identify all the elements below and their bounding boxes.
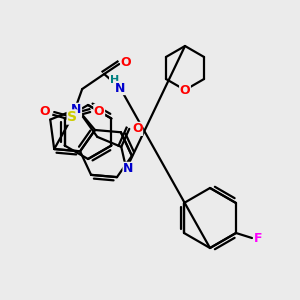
Text: O: O (94, 104, 104, 118)
Text: N: N (123, 162, 134, 176)
Text: H: H (110, 75, 119, 85)
Text: N: N (115, 82, 125, 94)
Text: O: O (180, 83, 190, 97)
Text: S: S (67, 110, 77, 124)
Text: N: N (71, 103, 82, 116)
Text: O: O (40, 104, 50, 118)
Text: O: O (121, 56, 131, 68)
Text: F: F (254, 232, 262, 245)
Text: O: O (132, 122, 142, 135)
